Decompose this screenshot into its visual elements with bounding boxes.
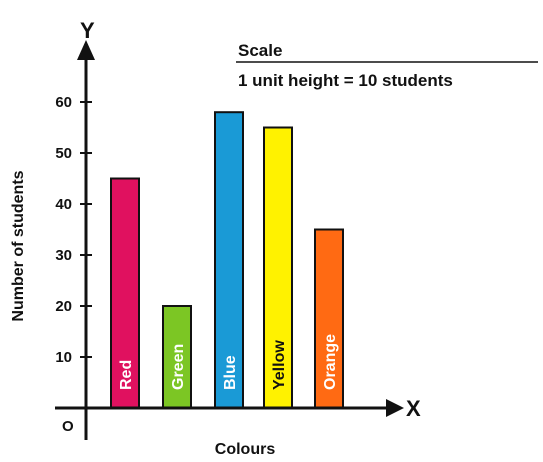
y-tick-label: 10 [55, 349, 72, 366]
origin-label: O [62, 418, 74, 435]
y-tick-label: 50 [55, 145, 72, 162]
bars [110, 111, 344, 409]
bar-blue [214, 111, 244, 409]
y-tick-label: 40 [55, 196, 72, 213]
y-tick-labels: 10 20 30 40 50 60 [55, 94, 72, 366]
y-axis-title: Number of students [10, 170, 27, 321]
bar-label-yellow: Yellow [271, 340, 288, 390]
bar-label-red: Red [118, 360, 135, 390]
bar-label-green: Green [170, 344, 187, 390]
bar-green [162, 305, 192, 409]
scale-title: Scale [238, 41, 282, 60]
bar-labels: Red Green Blue Yellow Orange [118, 334, 339, 390]
bar-orange [314, 228, 344, 409]
scale-text: 1 unit height = 10 students [238, 71, 453, 90]
y-tick-label: 20 [55, 298, 72, 315]
x-axis-arrowhead [386, 399, 404, 417]
bar-label-blue: Blue [222, 355, 239, 390]
y-tick-label: 60 [55, 94, 72, 111]
bar-label-orange: Orange [322, 334, 339, 390]
x-axis-title: Colours [215, 441, 276, 458]
y-axis-letter: Y [80, 18, 95, 43]
y-axis-arrowhead [77, 40, 95, 60]
x-axis-letter: X [406, 396, 421, 421]
y-tick-label: 30 [55, 247, 72, 264]
